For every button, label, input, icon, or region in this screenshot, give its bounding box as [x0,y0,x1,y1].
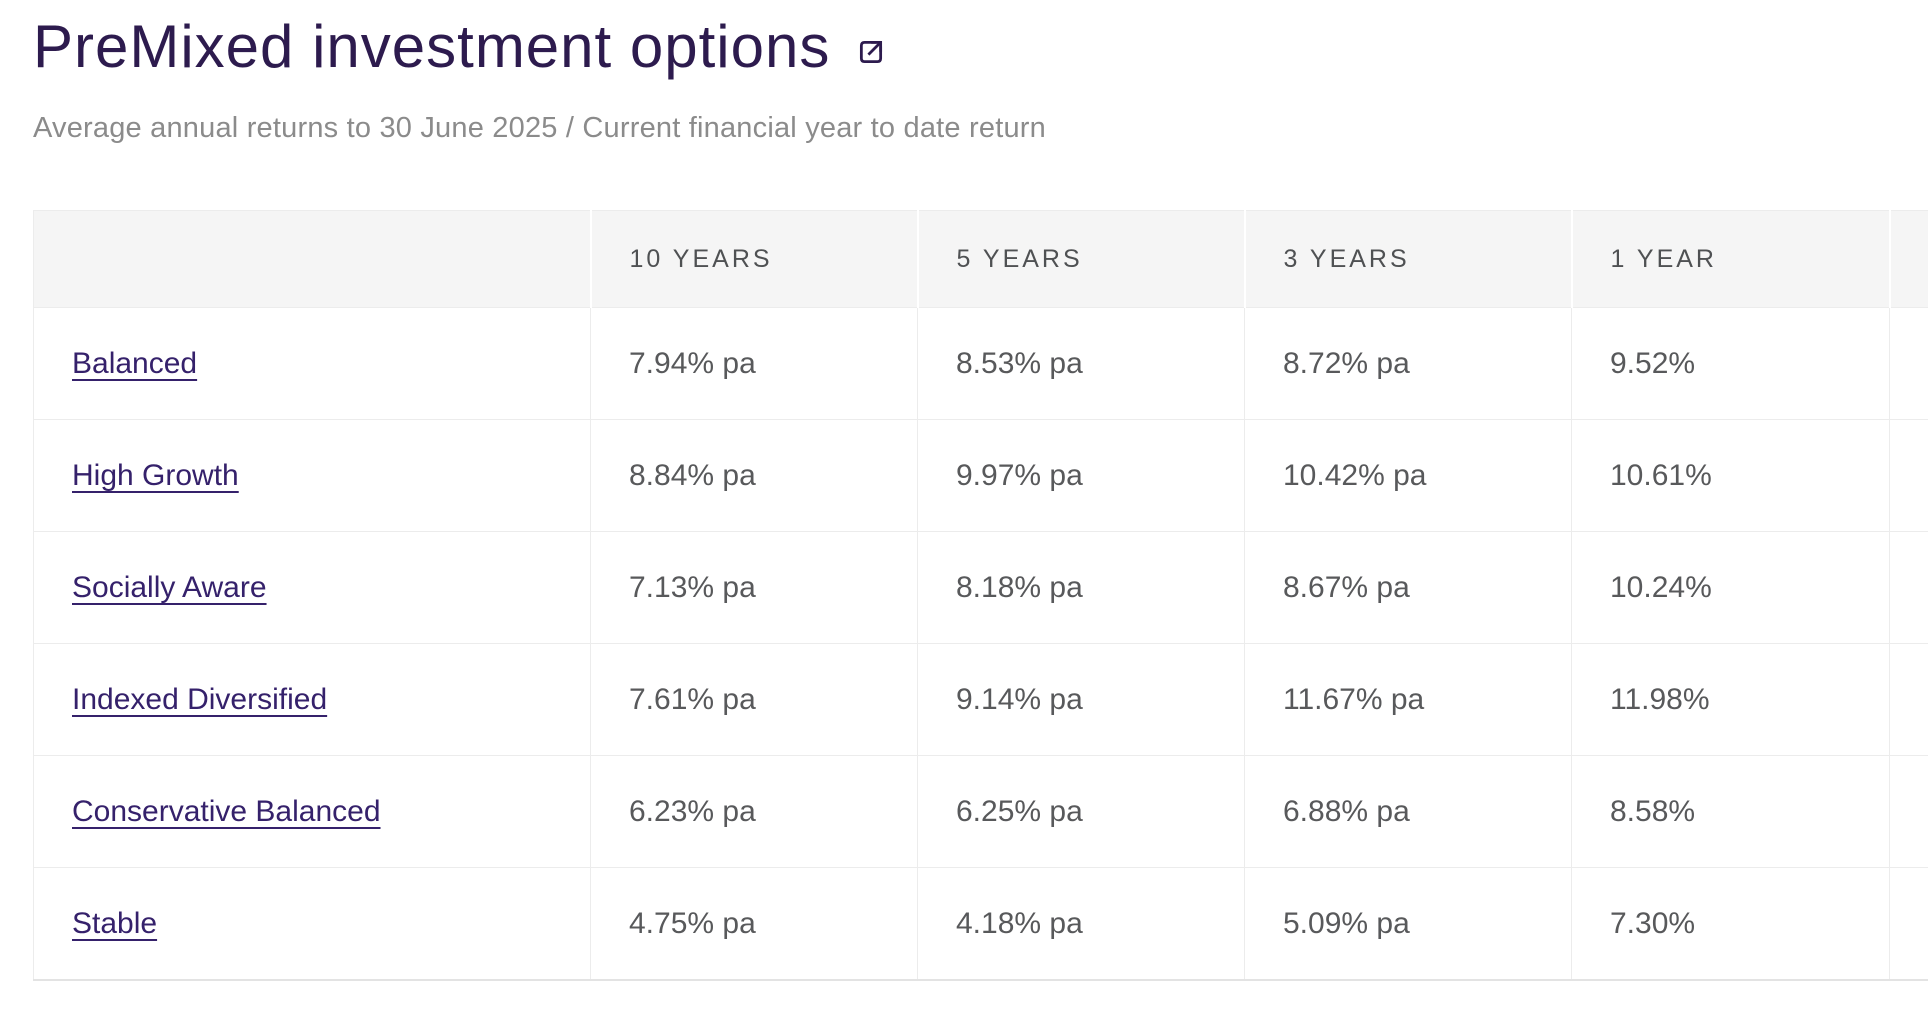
return-value: 9.14% pa [917,643,1245,757]
table-row: Balanced 7.94% pa 8.53% pa 8.72% pa 9.52… [33,307,1928,421]
return-value: 6.25% pa [917,755,1245,869]
return-value-partial [1889,755,1928,869]
return-value-partial [1889,307,1928,421]
return-value: 10.24% [1571,531,1890,645]
table-row: Socially Aware 7.13% pa 8.18% pa 8.67% p… [33,531,1928,645]
option-link-high-growth[interactable]: High Growth [72,458,239,492]
return-value: 8.84% pa [590,419,918,533]
option-cell: Indexed Diversified [33,643,591,757]
returns-table-wrapper: 10 YEARS 5 YEARS 3 YEARS 1 YEAR Balanced… [33,210,1928,981]
return-value: 8.72% pa [1244,307,1572,421]
return-value: 4.18% pa [917,867,1245,981]
option-cell: Balanced [33,307,591,421]
column-header-5-years: 5 YEARS [916,210,1245,309]
returns-table: 10 YEARS 5 YEARS 3 YEARS 1 YEAR Balanced… [33,210,1928,981]
return-value: 7.13% pa [590,531,918,645]
column-header-partial [1888,210,1928,309]
return-value: 11.67% pa [1244,643,1572,757]
return-value: 5.09% pa [1244,867,1572,981]
return-value-partial [1889,867,1928,981]
option-cell: High Growth [33,419,591,533]
return-value: 10.42% pa [1244,419,1572,533]
header-row: 10 YEARS 5 YEARS 3 YEARS 1 YEAR [33,210,1928,309]
return-value: 10.61% [1571,419,1890,533]
return-value: 8.53% pa [917,307,1245,421]
option-link-conservative-balanced[interactable]: Conservative Balanced [72,794,381,828]
option-cell: Socially Aware [33,531,591,645]
table-row: Stable 4.75% pa 4.18% pa 5.09% pa 7.30% [33,867,1928,981]
return-value: 11.98% [1571,643,1890,757]
table-row: High Growth 8.84% pa 9.97% pa 10.42% pa … [33,419,1928,533]
page-title: PreMixed investment options [33,13,831,80]
option-link-balanced[interactable]: Balanced [72,346,198,380]
option-cell: Stable [33,867,591,981]
return-value: 8.58% [1571,755,1890,869]
option-link-stable[interactable]: Stable [72,906,158,940]
return-value-partial [1889,419,1928,533]
return-value: 6.88% pa [1244,755,1572,869]
return-value-partial [1889,531,1928,645]
table-row: Indexed Diversified 7.61% pa 9.14% pa 11… [33,643,1928,757]
return-value-partial [1889,643,1928,757]
column-header-1-year: 1 YEAR [1570,210,1890,309]
table-row: Conservative Balanced 6.23% pa 6.25% pa … [33,755,1928,869]
return-value: 9.97% pa [917,419,1245,533]
return-value: 7.61% pa [590,643,918,757]
title-row: PreMixed investment options [33,14,1928,80]
page-subtitle: Average annual returns to 30 June 2025 /… [33,112,1046,144]
column-header-options [33,210,591,309]
return-value: 8.67% pa [1244,531,1572,645]
external-link-icon[interactable] [856,37,886,67]
option-cell: Conservative Balanced [33,755,591,869]
return-value: 4.75% pa [590,867,918,981]
option-link-socially-aware[interactable]: Socially Aware [72,570,267,604]
column-header-10-years: 10 YEARS [589,210,918,309]
page: PreMixed investment options Average annu… [33,14,1928,981]
return-value: 8.18% pa [917,531,1245,645]
column-header-3-years: 3 YEARS [1243,210,1572,309]
return-value: 6.23% pa [590,755,918,869]
option-link-indexed-diversified[interactable]: Indexed Diversified [72,682,328,716]
return-value: 9.52% [1571,307,1890,421]
return-value: 7.30% [1571,867,1890,981]
return-value: 7.94% pa [590,307,918,421]
